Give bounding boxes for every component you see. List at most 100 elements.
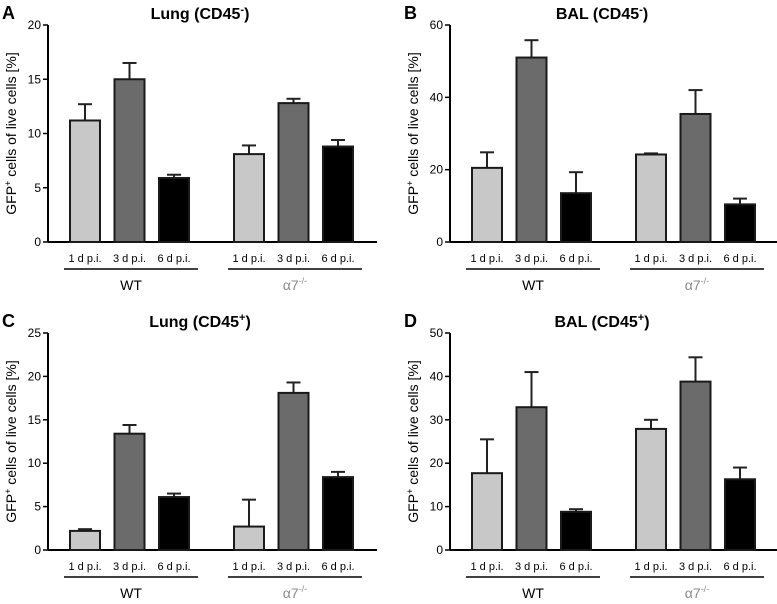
x-tick-label: 3 d p.i. — [679, 253, 712, 265]
group-name: WT — [120, 277, 142, 293]
y-label-superscript: + — [405, 181, 415, 186]
title-superscript: + — [638, 312, 644, 324]
y-tick-label: 0 — [436, 543, 443, 557]
bar — [560, 510, 592, 551]
group-name: α7 — [283, 277, 299, 293]
y-tick-label: 15 — [28, 413, 42, 427]
x-tick-label: 6 d p.i. — [321, 253, 354, 265]
y-tick-label: 0 — [436, 235, 443, 249]
group-label: α7-/- — [685, 584, 709, 601]
bar — [724, 203, 756, 244]
x-tick-label: 6 d p.i. — [157, 561, 190, 573]
y-label-rest: cells of live cells [%] — [405, 52, 421, 180]
bar — [69, 119, 101, 243]
bar — [158, 496, 190, 552]
group-name: WT — [522, 585, 544, 601]
bar — [679, 380, 712, 551]
y-tick-label: 0 — [34, 543, 41, 557]
bar — [113, 432, 146, 551]
y-tick-label: 10 — [28, 456, 42, 470]
group-label: WT — [120, 277, 142, 293]
x-tick-label: 6 d p.i. — [559, 561, 592, 573]
panel-title: BAL (CD45-) — [556, 4, 648, 23]
y-tick-label: 40 — [430, 369, 444, 383]
group-name: α7 — [283, 585, 299, 601]
x-tick-label: 6 d p.i. — [559, 253, 592, 265]
x-tick-label: 1 d p.i. — [470, 561, 503, 573]
title-close: ) — [644, 314, 649, 331]
group-label: α7-/- — [283, 584, 307, 601]
y-label-superscript: + — [3, 489, 13, 494]
title-superscript: + — [239, 312, 245, 324]
group-label: WT — [522, 585, 544, 601]
y-label-rest: cells of live cells [%] — [3, 52, 19, 180]
bar — [113, 78, 146, 243]
title-text: BAL (CD45 — [556, 6, 639, 23]
y-label-rest: cells of live cells [%] — [3, 360, 19, 488]
y-label-main: GFP — [405, 186, 421, 215]
y-tick-label: 25 — [28, 326, 42, 340]
y-tick-label: 20 — [430, 456, 444, 470]
y-tick-label: 5 — [34, 500, 41, 514]
y-tick-label: 5 — [34, 181, 41, 195]
y-tick-label: 20 — [28, 18, 42, 32]
group-superscript: -/- — [701, 276, 710, 286]
x-tick-label: 6 d p.i. — [157, 253, 190, 265]
title-close: ) — [245, 314, 250, 331]
group-superscript: -/- — [701, 584, 710, 594]
group-superscript: -/- — [299, 276, 308, 286]
bar — [471, 166, 503, 244]
panel-letter: D — [404, 311, 417, 331]
group-superscript: -/- — [299, 584, 308, 594]
x-tick-label: 1 d p.i. — [232, 253, 265, 265]
y-axis-label: GFP+ cells of live cells [%] — [3, 360, 19, 522]
y-label-superscript: + — [3, 181, 13, 186]
bar — [233, 525, 265, 551]
bar — [322, 476, 354, 551]
group-label: α7-/- — [283, 276, 307, 293]
y-tick-label: 60 — [430, 18, 444, 32]
title-text: Lung (CD45 — [149, 314, 239, 331]
y-label-main: GFP — [3, 494, 19, 523]
x-tick-label: 1 d p.i. — [634, 561, 667, 573]
y-axis-label: GFP+ cells of live cells [%] — [405, 360, 421, 522]
x-tick-label: 1 d p.i. — [470, 253, 503, 265]
y-tick-label: 15 — [28, 72, 42, 86]
title-close: ) — [643, 6, 648, 23]
bar — [679, 112, 712, 243]
panel-title: Lung (CD45+) — [149, 312, 251, 331]
title-text: Lung (CD45 — [151, 6, 241, 23]
title-superscript: - — [639, 4, 643, 16]
title-superscript: - — [240, 4, 244, 16]
x-tick-label: 3 d p.i. — [679, 561, 712, 573]
bar — [635, 427, 667, 551]
y-label-main: GFP — [405, 494, 421, 523]
y-tick-label: 30 — [430, 413, 444, 427]
panel-letter: B — [404, 3, 417, 23]
x-tick-label: 3 d p.i. — [277, 561, 310, 573]
panel-a: A Lung (CD45-) GFP+ cells of live cells [%… — [2, 3, 377, 293]
y-tick-label: 10 — [430, 500, 444, 514]
x-tick-label: 3 d p.i. — [113, 561, 146, 573]
y-tick-label: 10 — [28, 127, 42, 141]
y-tick-label: 40 — [430, 90, 444, 104]
y-tick-label: 20 — [430, 163, 444, 177]
group-label: α7-/- — [685, 276, 709, 293]
x-tick-label: 3 d p.i. — [113, 253, 146, 265]
y-tick-label: 0 — [34, 235, 41, 249]
group-name: WT — [522, 277, 544, 293]
x-tick-label: 1 d p.i. — [634, 253, 667, 265]
bar — [635, 153, 667, 243]
y-tick-label: 20 — [28, 369, 42, 383]
bar — [560, 192, 592, 244]
group-name: WT — [120, 585, 142, 601]
group-name: α7 — [685, 277, 701, 293]
y-axis-label: GFP+ cells of live cells [%] — [3, 52, 19, 214]
panel-c: C Lung (CD45+)GFP+ cells of live cells [%… — [2, 311, 377, 601]
x-tick-label: 3 d p.i. — [277, 253, 310, 265]
bar — [277, 102, 310, 244]
x-tick-label: 3 d p.i. — [515, 561, 548, 573]
x-tick-label: 3 d p.i. — [515, 253, 548, 265]
bar — [515, 406, 548, 551]
